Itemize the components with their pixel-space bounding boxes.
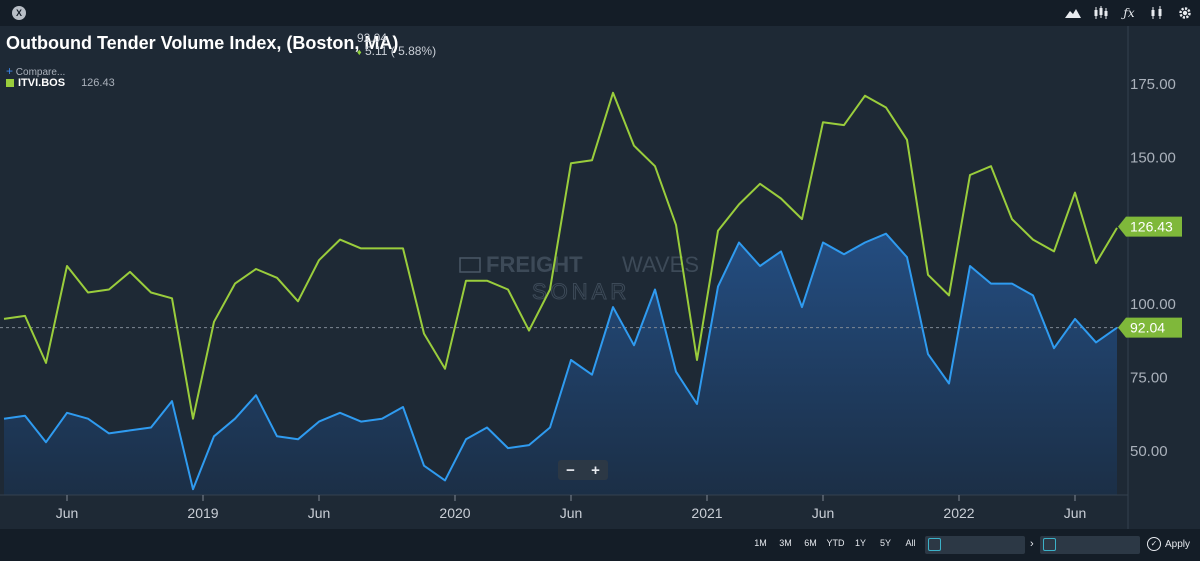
chart-title: Outbound Tender Volume Index, (Boston, M… xyxy=(6,33,399,53)
x-tick-label: Jun xyxy=(308,505,331,521)
settings-icon[interactable] xyxy=(1176,4,1194,22)
candle-compare-icon[interactable] xyxy=(1148,4,1166,22)
candlestick-icon[interactable] xyxy=(1092,4,1110,22)
chart-toolbar: ƒx xyxy=(1064,4,1194,22)
freightwaves-sonar-watermark: FREIGHT WAVES SONAR xyxy=(459,252,699,305)
calendar-icon xyxy=(928,538,941,551)
zoom-in-button[interactable]: + xyxy=(591,461,600,479)
range-ytd[interactable]: YTD xyxy=(826,538,845,548)
range-3m[interactable]: 3M xyxy=(779,538,792,548)
end-date-input[interactable] xyxy=(1040,536,1140,554)
zoom-out-button[interactable]: − xyxy=(566,461,575,479)
x-tick-label: Jun xyxy=(1064,505,1087,521)
legend-value: 126.43 xyxy=(81,77,115,89)
last-value: 92.04 xyxy=(357,31,388,45)
x-tick-label: 2021 xyxy=(691,505,722,521)
price-change: ♦ 5.11 ( 5.88%) xyxy=(357,44,436,58)
y-tick-label: 50.00 xyxy=(1130,443,1168,460)
range-all[interactable]: All xyxy=(905,538,916,548)
blue-last-value-tag-bg xyxy=(1118,317,1182,338)
range-6m[interactable]: 6M xyxy=(804,538,817,548)
svg-text:WAVES: WAVES xyxy=(622,252,699,277)
range-selector: 1M 3M 6M YTD 1Y 5Y All xyxy=(748,538,923,548)
range-5y[interactable]: 5Y xyxy=(879,538,891,548)
start-date-input[interactable] xyxy=(925,536,1025,554)
x-tick-label: Jun xyxy=(56,505,79,521)
check-icon: ✓ xyxy=(1147,537,1161,551)
apply-button[interactable]: ✓ Apply xyxy=(1147,537,1190,551)
change-value: 5.11 ( 5.88%) xyxy=(364,44,437,58)
apply-label: Apply xyxy=(1165,538,1191,550)
price-chart[interactable]: FREIGHT WAVES SONAR 175.00150.00125.0010… xyxy=(0,26,1200,529)
top-toolbar: X ƒx xyxy=(0,0,1200,26)
y-tick-label: 100.00 xyxy=(1130,296,1176,313)
green-last-value-tag-bg xyxy=(1118,216,1182,237)
range-1y[interactable]: 1Y xyxy=(854,538,866,548)
close-button[interactable]: X xyxy=(12,6,26,20)
range-1m[interactable]: 1M xyxy=(754,538,767,548)
calendar-icon xyxy=(1043,538,1056,551)
blue-series-line xyxy=(3,232,1118,491)
x-tick-label: 2022 xyxy=(943,505,974,521)
green-series-line xyxy=(3,91,1118,420)
x-tick-label: Jun xyxy=(812,505,835,521)
legend-swatch xyxy=(6,79,14,87)
compare-button[interactable]: + Compare... xyxy=(6,64,65,78)
y-tick-label: 75.00 xyxy=(1130,370,1168,387)
x-tick-label: 2020 xyxy=(439,505,470,521)
area-chart-icon[interactable] xyxy=(1064,4,1082,22)
blue-last-value-tag: 92.04 xyxy=(1130,320,1165,336)
compare-label: Compare... xyxy=(15,67,66,78)
y-tick-label: 175.00 xyxy=(1130,76,1176,93)
x-tick-label: Jun xyxy=(560,505,583,521)
y-tick-label: 150.00 xyxy=(1130,149,1176,166)
svg-text:FREIGHT: FREIGHT xyxy=(486,252,583,277)
x-tick-label: 2019 xyxy=(187,505,218,521)
function-icon[interactable]: ƒx xyxy=(1123,6,1135,20)
legend-symbol: ITVI.BOS xyxy=(18,77,66,89)
plus-icon: + xyxy=(6,64,14,78)
date-range-chevron-icon: › xyxy=(1030,538,1034,550)
legend-item[interactable]: ITVI.BOS 126.43 xyxy=(6,77,115,89)
blue-series-area xyxy=(4,233,1117,495)
svg-text:SONAR: SONAR xyxy=(532,279,630,304)
zoom-controls: − + xyxy=(558,460,608,480)
x-axis: Jun 2019 Jun 2020 Jun 2021 Jun 2022 Jun xyxy=(0,494,1128,521)
green-last-value-tag: 126.43 xyxy=(1130,219,1173,235)
up-arrow-icon: ♦ xyxy=(357,47,362,57)
